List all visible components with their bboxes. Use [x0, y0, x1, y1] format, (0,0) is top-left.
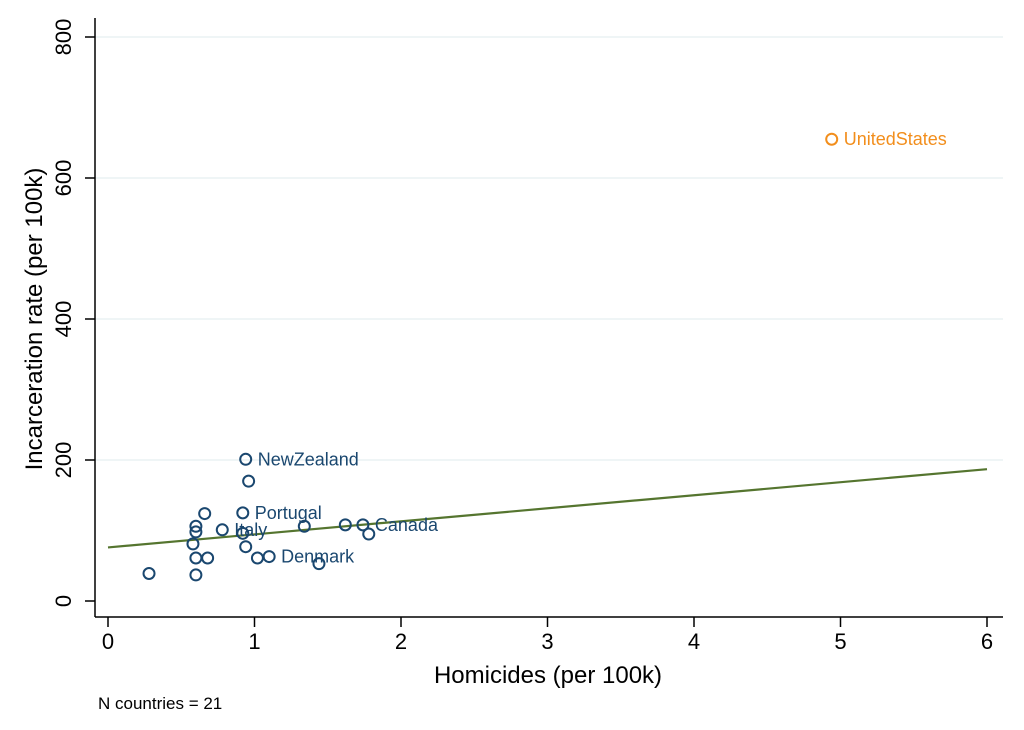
data-point — [189, 568, 203, 582]
data-point — [239, 540, 253, 554]
x-tick-label: 2 — [395, 629, 407, 654]
data-point — [201, 551, 215, 565]
data-point — [297, 519, 311, 533]
data-point-label: Portugal — [255, 503, 322, 523]
data-point — [186, 537, 200, 551]
data-point-label: Canada — [375, 515, 439, 535]
x-tick-label: 5 — [834, 629, 846, 654]
data-point — [189, 525, 203, 539]
x-tick-label: 4 — [688, 629, 700, 654]
data-point — [825, 132, 839, 146]
x-axis-title: Homicides (per 100k) — [434, 662, 662, 689]
y-tick-label: 400 — [51, 301, 76, 338]
data-point — [338, 518, 352, 532]
fit-line — [107, 468, 988, 549]
data-point — [189, 519, 203, 533]
sample-size-note: N countries = 21 — [98, 694, 223, 713]
axes: 0 200 400 600 800 0 1 2 3 4 5 6 — [51, 18, 1003, 654]
y-axis-title: Incarceration rate (per 100k) — [21, 168, 48, 471]
data-point — [362, 527, 376, 541]
x-tick-label: 3 — [541, 629, 553, 654]
data-point — [215, 523, 229, 537]
data-point-label: UnitedStates — [844, 129, 947, 149]
data-point-label: Denmark — [281, 547, 355, 567]
grid-lines — [95, 36, 1003, 461]
data-point — [262, 550, 276, 564]
data-point — [198, 507, 212, 521]
y-tick-label: 600 — [51, 160, 76, 197]
data-point — [236, 506, 250, 520]
x-tick-label: 6 — [981, 629, 993, 654]
data-point — [142, 567, 156, 581]
y-tick-label: 200 — [51, 442, 76, 479]
data-point — [250, 551, 264, 565]
data-point-label: Italy — [234, 520, 267, 540]
data-point — [312, 557, 326, 571]
y-tick-label: 0 — [51, 595, 76, 607]
data-point — [356, 518, 370, 532]
data-points — [142, 132, 839, 582]
y-tick-label: 800 — [51, 19, 76, 56]
x-tick-label: 0 — [102, 629, 114, 654]
fit-line-layer — [107, 468, 988, 549]
data-point — [236, 526, 250, 540]
data-point — [242, 474, 256, 488]
x-tick-label: 1 — [248, 629, 260, 654]
data-point — [189, 551, 203, 565]
data-point — [239, 452, 253, 466]
data-point-label: NewZealand — [258, 449, 359, 469]
